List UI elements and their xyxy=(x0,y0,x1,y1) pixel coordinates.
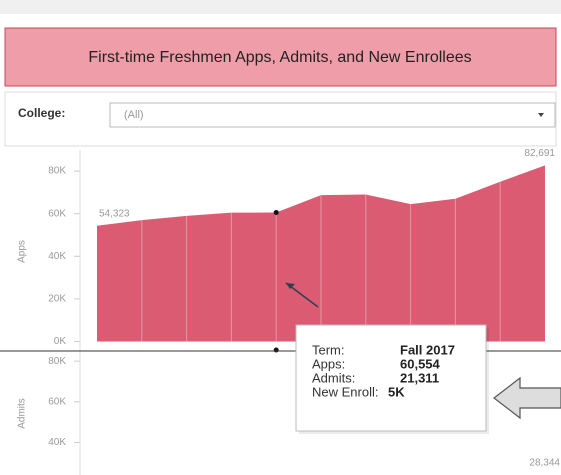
y-tick-label: 80K xyxy=(48,166,66,177)
tooltip-value: 60,554 xyxy=(400,356,441,371)
tooltip-label: New Enroll: xyxy=(312,384,378,399)
tooltip-label: Admits: xyxy=(312,370,355,385)
y-tick-label: 0K xyxy=(54,336,67,347)
filter-value: (All) xyxy=(124,109,144,121)
tooltip-label: Apps: xyxy=(312,356,345,371)
pointer-arrow-head xyxy=(286,283,295,289)
tooltip-value: 21,311 xyxy=(400,370,439,385)
header-title: First-time Freshmen Apps, Admits, and Ne… xyxy=(88,49,471,66)
dropdown-caret xyxy=(538,113,544,117)
filter-dropdown[interactable] xyxy=(109,102,556,128)
value-label: 82,691 xyxy=(524,148,555,159)
callout-arrow xyxy=(493,376,561,420)
top-bar xyxy=(0,0,561,14)
charts: Apps 0K 20K 40K 60K 80K 54,323 82,691 Admits 40K 6… xyxy=(17,148,561,469)
value-label: 28,344 xyxy=(529,458,560,469)
selected-point xyxy=(273,210,279,216)
tooltip-value: 5K xyxy=(388,384,405,399)
tooltip-value: Fall 2017 xyxy=(400,342,455,357)
area xyxy=(97,165,545,342)
filter-label: College: xyxy=(18,106,65,120)
y-tick-label: 40K xyxy=(48,251,66,262)
tooltip-label: Term: xyxy=(312,342,345,357)
y-tick-label: 60K xyxy=(48,396,66,407)
tooltip-box xyxy=(295,324,487,432)
value-label: 54,323 xyxy=(99,208,130,219)
y-tick-label: 20K xyxy=(48,294,66,305)
y-axis-title: Admits xyxy=(17,398,28,429)
y-tick-label: 80K xyxy=(48,356,66,367)
header-box xyxy=(4,27,557,87)
selected-base xyxy=(273,347,279,353)
y-tick-label: 40K xyxy=(48,437,66,448)
y-axis-title: Apps xyxy=(17,240,28,263)
y-tick-label: 60K xyxy=(48,208,66,219)
tooltip: Term: Fall 2017 Apps: 60,554 Admits: 21,311 Ne… xyxy=(295,324,489,434)
